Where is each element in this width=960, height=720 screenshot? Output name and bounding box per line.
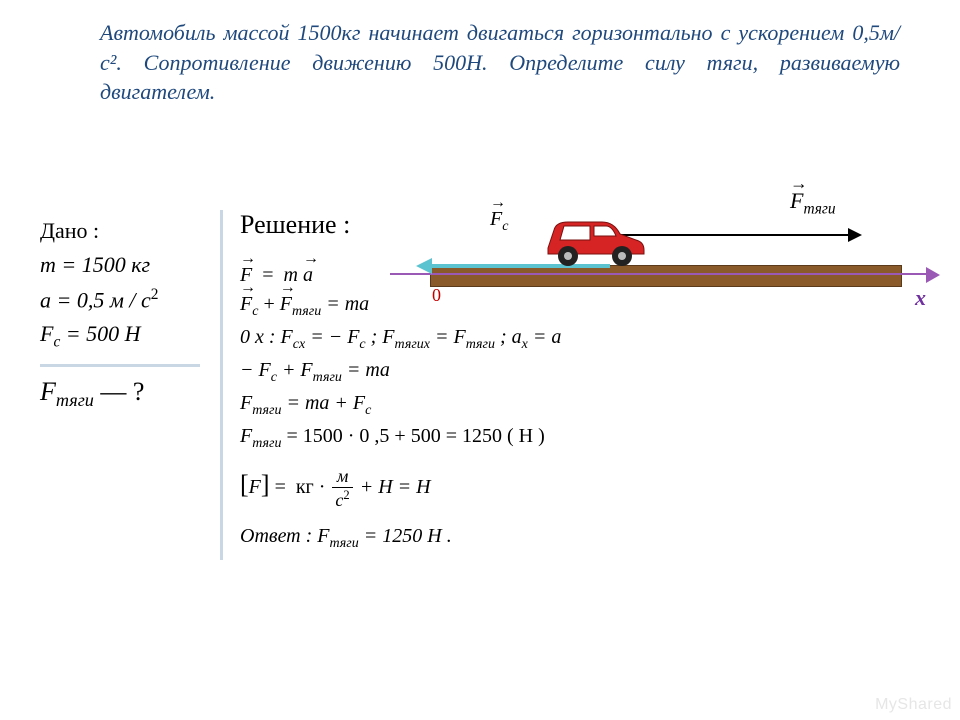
eq3-tx: тягиx [395,337,430,352]
given-block: Дано : m = 1500 кг a = 0,5 м / с2 Fc = 5… [40,210,210,419]
eq-scalar: − Fc + Fтяги = ma [240,359,740,386]
eq3-ox: 0 x : F [240,326,293,348]
eq3-c2: c [359,337,365,352]
ft-arrowhead [848,228,862,242]
eq3-aeq: = a [533,326,562,348]
eq3-axs: x [522,337,528,352]
vertical-divider [220,210,223,560]
dim-frac: м с2 [332,466,352,511]
eq4-b: + F [282,359,313,381]
given-label: Дано : [40,218,210,244]
accel-exp: 2 [151,286,159,303]
answer-line: Ответ : Fтяги = 1250 H . [240,525,740,552]
eq3-t2: тяги [466,337,495,352]
find-var: F [40,377,56,406]
fc-label-sub: с [502,219,508,234]
eq-dimensions: [F] = кг · м с2 + H = H [240,466,740,511]
dim-den: с2 [332,488,352,511]
eq5-a: F [240,392,252,414]
ans-sub: тяги [330,536,359,551]
dim-num: м [332,466,352,488]
x-axis-arrowhead [926,267,940,283]
eq6-a: F [240,425,252,447]
given-accel: a = 0,5 м / с2 [40,286,210,313]
eq2-Fc: F [240,293,252,316]
eq-numeric: Fтяги = 1500 · 0 ,5 + 500 = 1250 ( H ) [240,425,740,452]
car-icon [540,210,650,268]
ans-label: Ответ : F [240,525,330,547]
eq3-ax: ; a [500,326,522,348]
eq2-t: тяги [292,304,321,319]
fc-arrowhead [416,258,432,274]
eq1-a: a [303,264,313,287]
fc-label-F: F [490,208,502,231]
eq-projection: 0 x : Fcx = − Fc ; Fтягиx = Fтяги ; ax =… [240,326,740,353]
eq5-rhs: = ma + F [286,392,365,414]
ans-val: = 1250 H . [359,525,452,547]
given-mass: m = 1500 кг [40,252,210,278]
eq5-t: тяги [252,403,281,418]
x-axis-line [390,273,930,275]
eq2-rhs: = ma [326,293,369,315]
origin-label: 0 [432,285,441,306]
dim-exp: 2 [343,488,349,502]
accel-text: a = 0,5 м / с [40,287,151,312]
dim-rbr-b: ] [261,470,270,499]
find-line: Fтяги — ? [40,377,210,411]
eq2-plus: + [263,293,279,315]
x-axis-label: x [915,285,926,311]
eq4-t: тяги [313,370,342,385]
ft-label-F: F [790,188,803,214]
watermark: MyShared [875,696,952,714]
mass-text: m = 1500 кг [40,252,150,277]
eq3-cx: cx [293,337,305,352]
road [430,265,902,287]
solution-label: Решение : [240,210,350,240]
fc-val: = 500 H [60,321,140,346]
eq3-b: = F [435,326,466,348]
eq2-Ft: F [280,293,292,316]
given-divider [40,364,200,367]
ft-label: Fтяги [790,188,836,218]
eq2-c: c [252,304,258,319]
eq6-t: тяги [252,436,281,451]
given-fc: Fc = 500 H [40,321,210,351]
fc-var: F [40,321,53,346]
find-q: — ? [94,377,145,406]
eq6-rhs: = 1500 · 0 ,5 + 500 = 1250 ( H ) [286,425,544,447]
force-diagram: x 0 Fс Fтяги [390,170,910,310]
fc-label: Fс [490,208,508,235]
find-sub: тяги [56,390,94,410]
eq4-c: c [271,370,277,385]
dim-eq: = кг · [275,476,331,498]
problem-statement: Автомобиль массой 1500кг начинает двигат… [100,18,900,107]
dim-lbr: [ [240,470,249,499]
eq5-c: c [365,403,371,418]
eq3-a: = − F [310,326,359,348]
eq-ftexpr: Fтяги = ma + Fc [240,392,740,419]
dim-tail: + H = H [360,476,431,498]
ft-arrow [620,234,850,236]
eq4-rhs: = ma [347,359,390,381]
eq3-sep: ; F [371,326,395,348]
ft-label-sub: тяги [803,200,835,217]
eq4-a: − F [240,359,271,381]
dim-F: F [249,476,261,498]
